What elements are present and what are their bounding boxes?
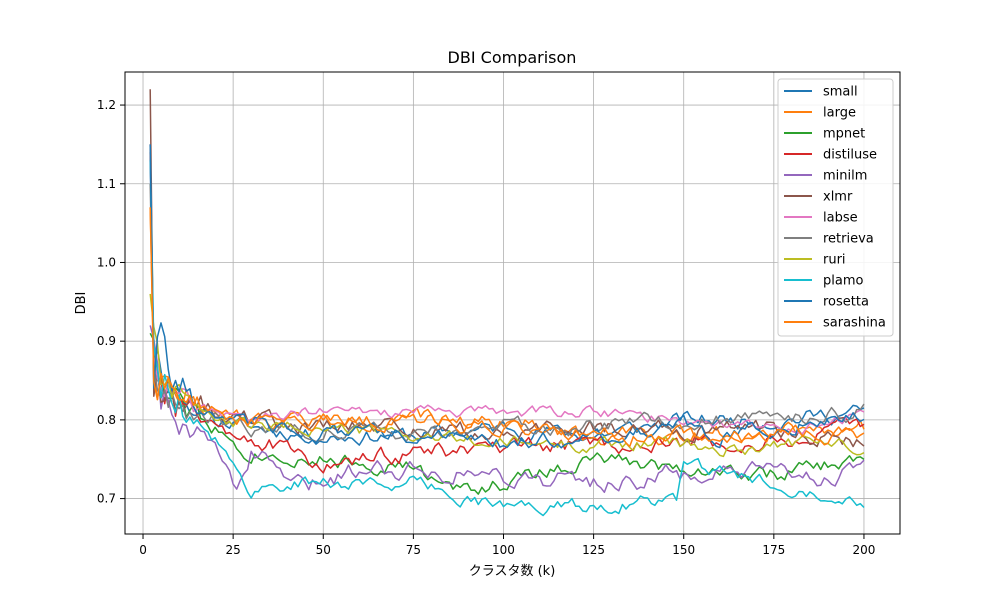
x-tick-label: 25 (225, 543, 240, 557)
series-line-ruri (149, 293, 865, 458)
legend-label-large: large (823, 106, 856, 121)
legend-label-mpnet: mpnet (823, 127, 865, 142)
legend-label-rosetta: rosetta (823, 295, 869, 310)
x-axis-label: クラスタ数 (k) (469, 564, 556, 579)
y-tick-label: 1.0 (97, 255, 116, 269)
legend-label-plamo: plamo (823, 274, 863, 289)
series-line-plamo (149, 160, 865, 517)
legend-label-ruri: ruri (823, 253, 846, 268)
legend-items: small large mpnet distiluse minilm xlmr labse r… (784, 85, 886, 331)
series-line-mpnet (149, 332, 865, 495)
x-tick-label: 0 (139, 543, 147, 557)
x-axis-ticks: 0 25 50 75 100 125 150 175 200 (139, 534, 875, 557)
x-tick-label: 175 (762, 543, 785, 557)
x-tick-label: 50 (316, 543, 331, 557)
legend-label-minilm: minilm (823, 169, 867, 184)
series-line-xlmr (149, 89, 865, 448)
x-tick-label: 125 (582, 543, 605, 557)
series-lines (149, 89, 865, 517)
legend-box (777, 78, 894, 337)
x-tick-label: 200 (853, 543, 876, 557)
series-line-rosetta (149, 144, 865, 449)
y-tick-label: 0.9 (97, 334, 116, 348)
series-line-minilm (149, 325, 865, 494)
chart-title: DBI Comparison (448, 48, 577, 67)
legend-label-xlmr: xlmr (823, 190, 853, 205)
legend-label-labse: labse (823, 211, 858, 226)
x-tick-label: 75 (406, 543, 421, 557)
legend-label-retrieva: retrieva (823, 232, 874, 247)
legend-label-small: small (823, 85, 858, 100)
series-line-sarashina (149, 207, 865, 448)
y-tick-label: 0.8 (97, 413, 116, 427)
y-axis-ticks: 0.7 0.8 0.9 1.0 1.1 1.2 (97, 98, 125, 506)
legend-label-distiluse: distiluse (823, 148, 877, 163)
y-axis-label: DBI (74, 292, 89, 315)
y-tick-label: 0.7 (97, 492, 116, 506)
plot-frame (124, 71, 901, 535)
y-tick-label: 1.2 (97, 98, 116, 112)
x-tick-label: 100 (492, 543, 515, 557)
y-tick-label: 1.1 (97, 177, 116, 191)
legend: small large mpnet distiluse minilm xlmr labse r… (777, 78, 894, 337)
x-tick-label: 150 (672, 543, 695, 557)
legend-label-sarashina: sarashina (823, 316, 886, 331)
